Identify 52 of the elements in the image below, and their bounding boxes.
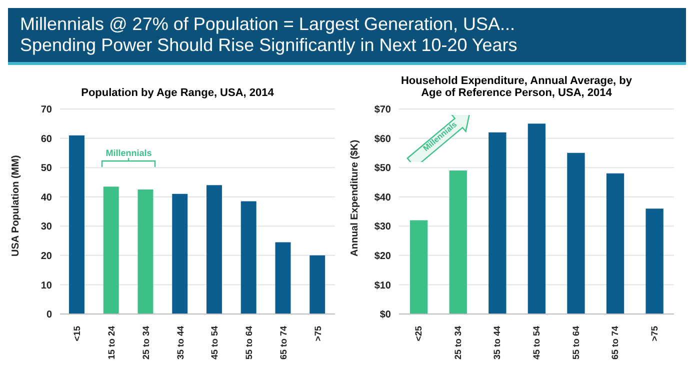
x-tick-label: <15 [72, 326, 82, 342]
x-tick-label: 65 to 74 [610, 326, 620, 360]
x-tick-label: 65 to 74 [278, 326, 288, 360]
bar [646, 208, 664, 314]
y-tick-label: 60 [40, 134, 52, 145]
y-tick-label: 30 [40, 222, 52, 233]
bar [240, 201, 256, 314]
bar [567, 152, 585, 314]
bar [69, 135, 84, 314]
chart-subtitle: Population by Age Range, USA, 2014 [80, 86, 275, 99]
chart-title: Millennials @ 27% of Population = Largest Generation, USA... Spending Power Should Rise Significantly in Next 10-20 Years [8, 8, 686, 65]
chart-subtitle: Household Expenditure, Annual Average, by Age of Reference Person, USA, 2014 [400, 74, 634, 99]
x-tick-label: 15 to 24 [106, 326, 117, 360]
x-tick-label: >75 [312, 326, 323, 342]
y-tick-label: $40 [374, 192, 392, 204]
bar [310, 255, 326, 314]
annotation: Millennials [104, 148, 153, 158]
y-tick-label: $60 [374, 134, 392, 145]
x-tick-label: 45 to 54 [210, 326, 220, 360]
y-tick-label: $50 [374, 163, 392, 174]
x-tick-label: <25 [414, 326, 424, 342]
y-tick-label: $70 [374, 104, 392, 116]
x-tick-label: 55 to 64 [570, 326, 581, 360]
bar [275, 242, 291, 314]
bar [410, 220, 428, 314]
y-tick-label: $0 [380, 310, 392, 321]
x-tick-label: 45 to 54 [532, 326, 542, 360]
x-tick-label: 25 to 34 [140, 326, 151, 360]
y-tick-label: $30 [374, 222, 392, 233]
y-tick-label: 0 [46, 310, 52, 321]
bar [172, 194, 188, 314]
bar [138, 190, 154, 314]
y-tick-label: 50 [40, 163, 52, 174]
x-tick-label: 25 to 34 [452, 326, 463, 360]
y-axis-title: Annual Expenditure ($K) [350, 140, 361, 256]
y-tick-label: 10 [40, 280, 52, 292]
x-tick-label: 35 to 44 [492, 326, 502, 360]
y-tick-label: $10 [374, 280, 392, 292]
y-tick-label: 20 [40, 250, 52, 262]
x-tick-label: >75 [649, 326, 660, 342]
bar [103, 186, 119, 314]
x-tick-label: 55 to 64 [244, 326, 254, 360]
bar [449, 170, 467, 314]
y-tick-label: $20 [374, 250, 392, 262]
x-tick-label: 35 to 44 [175, 326, 186, 360]
bar [528, 124, 546, 314]
y-tick-label: 40 [40, 192, 52, 204]
y-axis-title: USA Population (MM) [10, 155, 22, 256]
bar [206, 185, 222, 314]
bar [606, 173, 624, 314]
bar [488, 132, 506, 314]
y-tick-label: 70 [40, 104, 52, 116]
